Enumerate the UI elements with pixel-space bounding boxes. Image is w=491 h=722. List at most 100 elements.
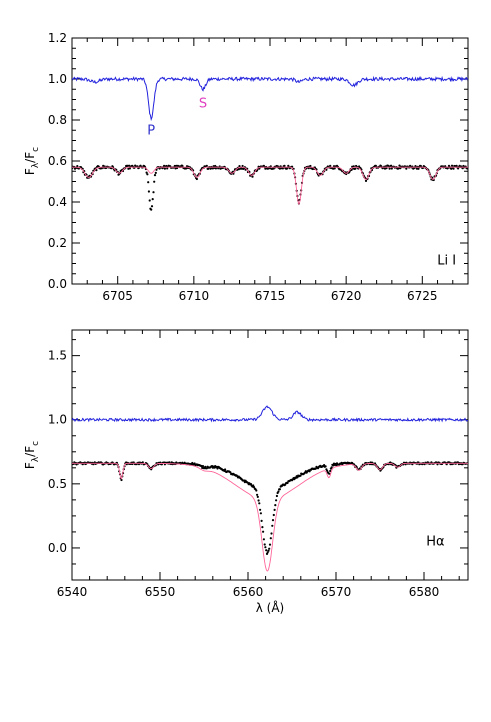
plot-area — [72, 405, 468, 572]
observed-point — [150, 208, 153, 211]
observed-point — [281, 167, 284, 170]
synthetic-spectrum — [72, 462, 468, 572]
y-label-sub1: λ — [31, 162, 41, 168]
observed-point — [272, 513, 275, 517]
observed-point — [273, 508, 276, 511]
observed-point — [270, 532, 273, 535]
observed-point — [452, 167, 455, 170]
observed-point — [417, 167, 420, 170]
observed-point — [450, 164, 454, 167]
annotation-label: Hα — [426, 534, 444, 549]
observed-point — [271, 519, 275, 522]
y-axis-label: Fλ/Fc — [23, 441, 41, 469]
observed-point — [352, 165, 355, 168]
y-tick-label: 1.2 — [48, 31, 67, 45]
observed-point — [256, 493, 259, 496]
observed-point — [268, 547, 271, 550]
residual-spectrum — [72, 405, 468, 423]
observed-point — [269, 537, 272, 540]
y-tick-label: 0.2 — [48, 236, 67, 250]
panel-li: 6705 6710 6715 6720 6725 0.0 0.2 0.4 0.6 0.8 1.0 1.… — [23, 31, 469, 303]
observed-point — [166, 167, 169, 170]
observed-point — [333, 167, 336, 170]
observed-point — [268, 543, 272, 546]
y-label-sub2: c — [31, 147, 41, 152]
observed-point — [251, 175, 254, 178]
y-tick-label: 1.0 — [48, 72, 67, 86]
synthetic-spectrum — [72, 166, 468, 206]
observed-point — [267, 549, 270, 552]
observed-point — [181, 164, 184, 167]
observed-point — [262, 538, 265, 541]
y-axis-label: Fλ/Fc — [23, 147, 41, 175]
observed-point — [271, 524, 274, 527]
observed-point — [175, 164, 178, 167]
observed-point — [151, 198, 154, 201]
x-axis-label: λ (Å) — [256, 600, 285, 615]
annotation-label: P — [147, 123, 155, 138]
x-tick-label: 6550 — [145, 585, 176, 599]
observed-point — [328, 472, 331, 475]
observed-point — [259, 512, 262, 515]
y-tick-label: 0.8 — [48, 113, 67, 127]
observed-point — [324, 465, 327, 468]
observed-point — [163, 167, 166, 170]
x-tick-label: 6710 — [179, 289, 210, 303]
annotation-label: S — [199, 97, 207, 112]
observed-point — [354, 167, 357, 170]
observed-point — [141, 461, 144, 464]
observed-point — [153, 180, 156, 183]
observed-point — [283, 164, 286, 167]
observed-spectrum — [72, 461, 468, 556]
y-label-main: F — [23, 168, 37, 175]
observed-point — [405, 167, 408, 170]
observed-point — [265, 549, 268, 552]
observed-point — [274, 504, 277, 507]
residual-spectrum — [72, 75, 468, 122]
observed-point — [76, 165, 79, 168]
observed-point — [154, 171, 157, 174]
observed-point — [275, 494, 278, 498]
observed-point — [364, 179, 368, 182]
observed-point — [262, 530, 265, 533]
observed-point — [120, 478, 123, 482]
observed-point — [329, 164, 332, 167]
observed-point — [256, 495, 259, 498]
observed-point — [241, 164, 244, 168]
observed-point — [155, 168, 158, 171]
observed-point — [450, 167, 453, 170]
observed-point — [309, 164, 312, 168]
y-tick-label: 1.5 — [48, 349, 67, 363]
y-tick-label: 0.5 — [48, 477, 67, 491]
x-tick-label: 6720 — [331, 289, 362, 303]
panel-halpha: 6540 6550 6560 6570 6580 0.0 0.5 1.0 1.5 Fλ/Fc λ (… — [23, 329, 469, 615]
plot-area — [72, 75, 468, 211]
y-label-sep: /F — [23, 446, 37, 457]
plot-frame — [71, 329, 469, 581]
x-tick-label: 6580 — [409, 585, 440, 599]
observed-point — [278, 488, 281, 491]
observed-point — [261, 526, 264, 529]
x-tick-label: 6560 — [233, 585, 264, 599]
observed-point — [263, 543, 266, 546]
annotation-label: Li I — [437, 254, 456, 269]
observed-point — [152, 191, 155, 194]
x-tick-label: 6540 — [57, 585, 88, 599]
observed-point — [224, 468, 227, 471]
y-tick-label: 0.0 — [48, 277, 67, 291]
y-label-sub2: c — [31, 441, 41, 446]
observed-point — [259, 508, 262, 511]
observed-point — [466, 167, 468, 170]
observed-point — [148, 199, 151, 202]
observed-point — [212, 165, 215, 168]
observed-point — [374, 164, 377, 167]
observed-point — [257, 499, 260, 502]
observed-point — [229, 471, 232, 474]
observed-point — [326, 469, 329, 472]
x-tick-label: 6725 — [407, 289, 438, 303]
observed-point — [260, 519, 263, 523]
observed-point — [323, 464, 326, 467]
y-tick-label: 0.6 — [48, 154, 67, 168]
observed-point — [147, 181, 150, 184]
observed-spectrum — [72, 164, 468, 211]
